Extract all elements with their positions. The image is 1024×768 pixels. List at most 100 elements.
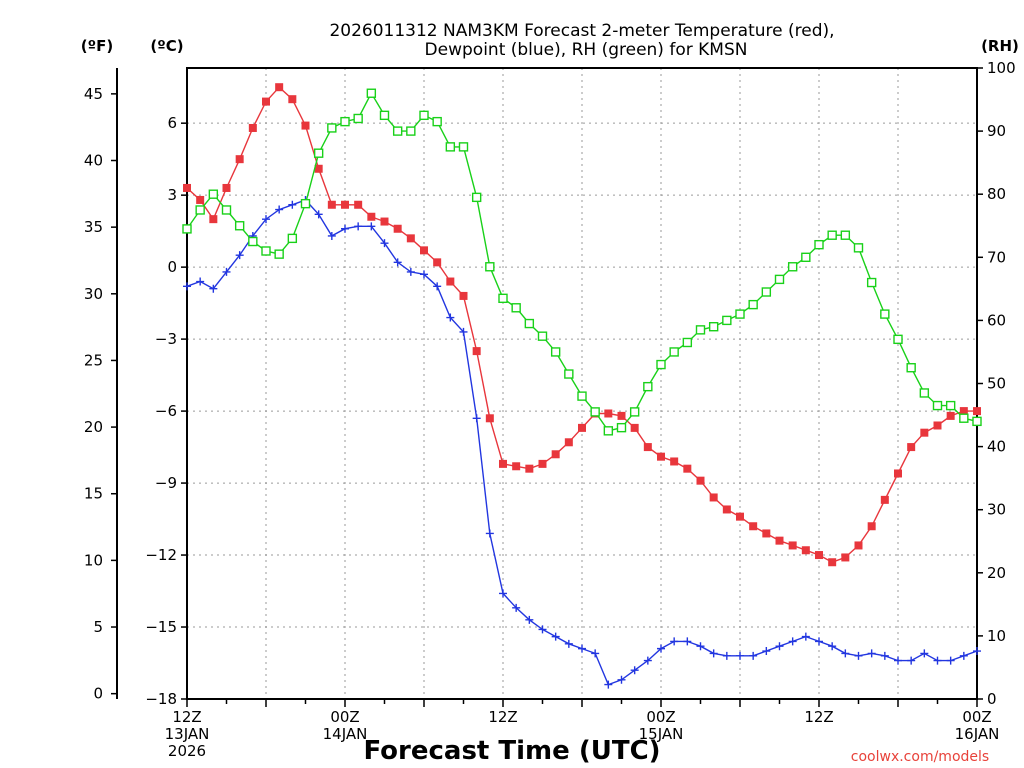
data-point-rh xyxy=(932,400,943,411)
data-point-rh xyxy=(774,274,785,285)
data-point-rh xyxy=(182,224,192,234)
data-point-2-meter-temperature xyxy=(222,183,231,192)
data-point-dewpoint xyxy=(354,222,363,231)
x-tick-label: 13JAN xyxy=(165,725,210,743)
x-tick-label: 12Z xyxy=(804,708,833,726)
data-point-dewpoint xyxy=(907,656,916,665)
celsius-tick-label: −9 xyxy=(155,474,177,492)
data-point-rh xyxy=(906,363,916,373)
data-point-rh xyxy=(616,422,627,433)
data-point-dewpoint xyxy=(446,313,455,322)
data-point-dewpoint xyxy=(314,210,323,219)
data-point-rh xyxy=(603,426,614,436)
data-point-2-meter-temperature xyxy=(736,512,744,521)
x-tick-label: 12Z xyxy=(488,708,517,726)
data-point-rh xyxy=(248,236,258,247)
data-point-2-meter-temperature xyxy=(262,97,270,106)
data-point-2-meter-temperature xyxy=(301,121,310,130)
fahrenheit-tick-label: 40 xyxy=(84,152,103,170)
data-point-dewpoint xyxy=(512,603,521,612)
fahrenheit-tick-label: 45 xyxy=(84,85,103,103)
data-point-dewpoint xyxy=(459,327,468,336)
gridlines xyxy=(187,68,977,700)
data-point-dewpoint xyxy=(722,651,731,660)
rh-tick-label: 30 xyxy=(987,501,1006,519)
data-point-2-meter-temperature xyxy=(775,536,784,545)
data-point-2-meter-temperature xyxy=(973,407,981,416)
x-tick-label: 12Z xyxy=(172,708,201,726)
data-point-2-meter-temperature xyxy=(801,546,810,555)
data-point-2-meter-temperature xyxy=(788,541,797,550)
x-tick-label: 2026 xyxy=(168,742,206,760)
x-tick-label: 00Z xyxy=(646,708,675,726)
data-point-2-meter-temperature xyxy=(183,183,191,192)
fahrenheit-tick-label: 5 xyxy=(93,618,103,636)
data-point-2-meter-temperature xyxy=(525,464,534,473)
celsius-tick-label: −3 xyxy=(155,330,177,348)
data-point-dewpoint xyxy=(788,637,797,646)
data-point-2-meter-temperature xyxy=(722,505,731,514)
data-point-rh xyxy=(577,391,587,401)
data-point-2-meter-temperature xyxy=(946,411,955,420)
data-point-2-meter-temperature xyxy=(314,164,323,173)
data-point-rh xyxy=(208,189,219,199)
data-point-dewpoint xyxy=(867,649,876,658)
rh-tick-label: 20 xyxy=(987,564,1006,582)
plot-frame xyxy=(186,67,978,700)
x-tick-label: 00Z xyxy=(330,708,359,726)
celsius-axis-label: (ºC) xyxy=(150,37,183,55)
data-point-2-meter-temperature xyxy=(209,215,218,224)
data-point-2-meter-temperature xyxy=(762,529,771,538)
data-point-2-meter-temperature xyxy=(275,83,284,92)
data-point-dewpoint xyxy=(551,632,560,641)
x-axis-title: Forecast Time (UTC) xyxy=(363,736,660,766)
rh-tick-label: 10 xyxy=(987,627,1006,645)
data-point-dewpoint xyxy=(736,651,744,660)
data-point-rh xyxy=(735,309,745,319)
data-point-rh xyxy=(511,303,521,313)
data-point-rh xyxy=(643,381,653,392)
fahrenheit-axis-label: (ºF) xyxy=(81,37,113,55)
data-point-2-meter-temperature xyxy=(880,495,889,504)
data-point-dewpoint xyxy=(196,277,205,286)
data-point-rh xyxy=(379,110,390,121)
data-point-rh xyxy=(669,347,679,357)
data-point-dewpoint xyxy=(920,649,929,658)
fahrenheit-tick-label: 15 xyxy=(84,485,103,503)
data-point-dewpoint xyxy=(604,680,613,689)
x-tick-label: 14JAN xyxy=(323,725,368,743)
data-point-2-meter-temperature xyxy=(235,155,244,164)
data-point-dewpoint xyxy=(630,666,639,675)
data-point-dewpoint xyxy=(959,651,968,660)
data-point-dewpoint xyxy=(288,200,297,209)
x-tick-label: 16JAN xyxy=(955,725,1000,743)
celsius-tick-label: −12 xyxy=(145,546,177,564)
data-point-2-meter-temperature xyxy=(354,200,363,209)
data-point-2-meter-temperature xyxy=(459,291,468,300)
data-point-rh xyxy=(221,205,232,215)
data-point-2-meter-temperature xyxy=(327,200,336,209)
data-point-dewpoint xyxy=(643,656,652,665)
celsius-tick-label: 3 xyxy=(167,186,177,204)
data-point-dewpoint xyxy=(696,642,705,651)
rh-tick-label: 0 xyxy=(987,690,997,708)
data-point-rh xyxy=(261,246,271,256)
data-point-dewpoint xyxy=(564,639,573,648)
data-point-rh xyxy=(629,407,640,417)
data-point-2-meter-temperature xyxy=(380,217,389,226)
data-point-rh xyxy=(458,142,469,152)
rh-tick-label: 40 xyxy=(987,438,1006,456)
data-point-dewpoint xyxy=(894,656,902,665)
data-point-rh xyxy=(761,287,772,297)
celsius-tick-label: −6 xyxy=(155,402,177,420)
fahrenheit-tick-label: 35 xyxy=(84,218,103,236)
fahrenheit-tick-label: 25 xyxy=(84,351,103,369)
data-point-rh xyxy=(300,198,311,209)
data-point-dewpoint xyxy=(393,258,402,267)
celsius-tick-label: −18 xyxy=(145,690,177,708)
credit-text: coolwx.com/models xyxy=(851,749,989,765)
data-point-rh xyxy=(195,205,205,215)
data-point-rh xyxy=(406,126,416,136)
rh-axis-label: (RH) xyxy=(981,37,1019,55)
